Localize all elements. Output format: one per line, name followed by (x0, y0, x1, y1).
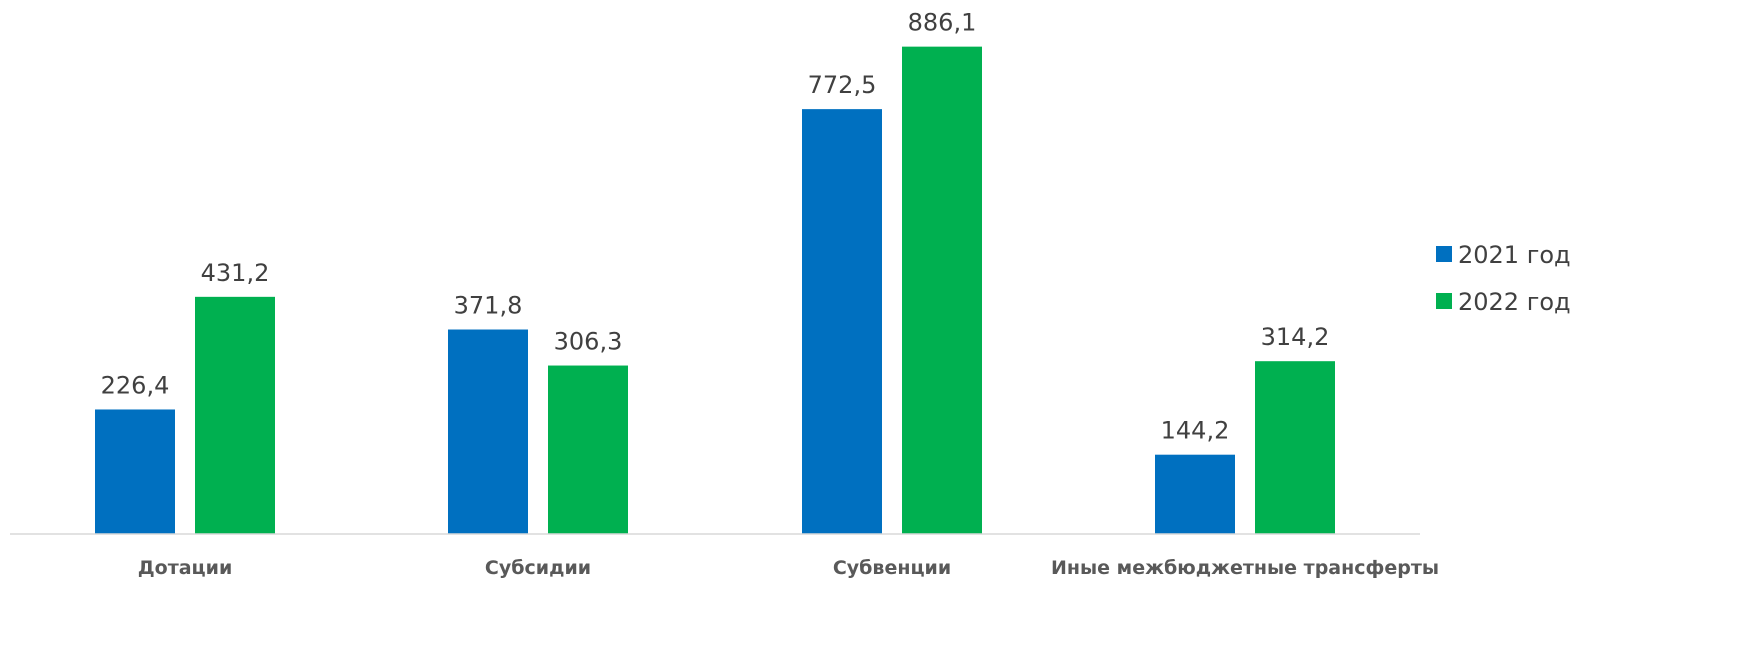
value-label-2021-год-1: 371,8 (454, 292, 523, 320)
value-label-2022-год-2: 886,1 (908, 9, 977, 37)
value-label-2022-год-1: 306,3 (554, 328, 623, 356)
bar-2021-год-0 (95, 409, 175, 534)
category-label-0: Дотации (138, 557, 233, 579)
bar-2022-год-1 (548, 365, 628, 534)
legend-label-0: 2021 год (1458, 241, 1571, 269)
bar-2022-год-2 (902, 46, 982, 535)
value-label-2021-год-2: 772,5 (808, 71, 877, 99)
legend-swatch-0 (1436, 246, 1452, 262)
value-label-2022-год-3: 314,2 (1261, 323, 1330, 351)
legend: 2021 год 2022 год (1436, 241, 1571, 316)
value-labels-layer: 226,4 371,8 772,5 144,2 431,2 306,3 886,1 314,2 (101, 9, 1330, 445)
value-label-2021-год-3: 144,2 (1161, 417, 1230, 445)
value-label-2022-год-0: 431,2 (201, 259, 270, 287)
bar-2021-год-3 (1155, 454, 1235, 534)
category-labels-layer: Дотации Субсидии Субвенции Иные межбюджетны… (138, 557, 1439, 579)
category-label-3: Иные межбюджетные трансферты (1051, 557, 1439, 579)
legend-swatch-1 (1436, 293, 1452, 309)
bar-2022-год-0 (195, 296, 275, 534)
bar-2022-год-3 (1255, 361, 1335, 534)
bars-layer (95, 46, 1335, 535)
legend-label-1: 2022 год (1458, 288, 1571, 316)
category-label-1: Субсидии (485, 557, 591, 579)
category-label-2: Субвенции (833, 557, 951, 579)
bar-2021-год-2 (802, 109, 882, 534)
value-label-2021-год-0: 226,4 (101, 371, 170, 399)
bar-2021-год-1 (448, 329, 528, 534)
